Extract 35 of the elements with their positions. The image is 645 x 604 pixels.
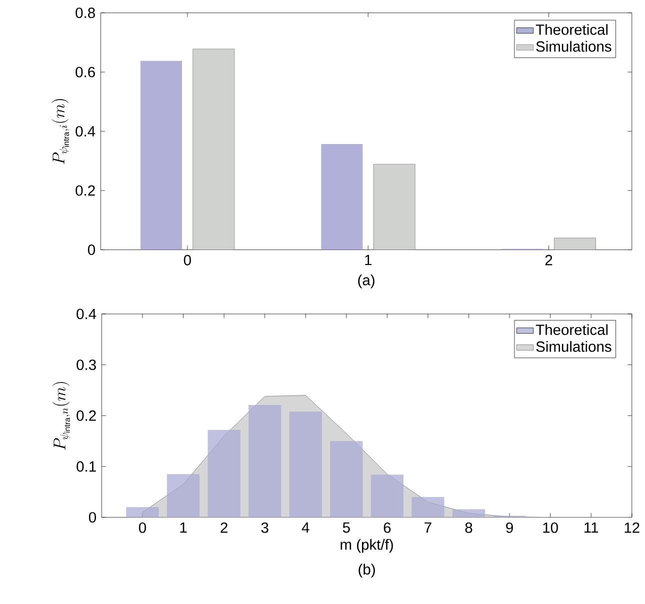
x-tick-label: 8 — [465, 522, 472, 533]
x-axis-title: m (pkt/f) — [340, 538, 393, 553]
y-tick-label: 0.2 — [76, 185, 95, 196]
legend-label: Simulations — [536, 40, 612, 52]
y-tick-label: 0.8 — [76, 8, 95, 18]
y-axis-title: $P_{\psi_{\mathrm{intra}},n}(m)$ — [52, 382, 70, 450]
x-tick-label: 2 — [545, 254, 552, 266]
x-tick-label: 0 — [184, 254, 191, 266]
text: (b) — [358, 564, 375, 578]
y-axis-title: $P_{\psi_{\mathrm{intra}},i}(m)$ — [52, 99, 70, 164]
x-tick-label: 2 — [220, 522, 228, 533]
x-tick-label: 1 — [365, 254, 372, 265]
x-tick-label: 11 — [584, 522, 598, 532]
x-tick-label: 9 — [506, 522, 513, 533]
x-tick-label: 1 — [180, 522, 187, 532]
legend-label: Theoretical — [536, 324, 608, 335]
x-tick-label: 6 — [384, 522, 391, 533]
x-tick-label: 5 — [342, 522, 350, 533]
y-tick-label: 0.2 — [76, 410, 96, 421]
y-tick-label: 0 — [88, 244, 96, 255]
y-tick-label: 0.4 — [76, 126, 96, 136]
x-tick-label: 3 — [261, 522, 268, 533]
y-tick-label: 0.1 — [76, 461, 96, 472]
text: (a) — [358, 274, 374, 288]
x-tick-label: 7 — [424, 522, 432, 532]
x-tick-label: 4 — [302, 522, 310, 532]
legend-label: Simulations — [536, 340, 612, 352]
x-tick-label: 10 — [543, 522, 558, 533]
y-tick-label: 0.6 — [76, 66, 95, 78]
x-tick-label: 0 — [138, 522, 146, 533]
legend-label: Theoretical — [536, 24, 608, 35]
y-tick-label: 0.4 — [76, 308, 96, 320]
y-tick-label: 0.3 — [76, 359, 96, 370]
x-tick-label: 12 — [624, 522, 640, 533]
y-tick-label: 0 — [88, 512, 96, 522]
